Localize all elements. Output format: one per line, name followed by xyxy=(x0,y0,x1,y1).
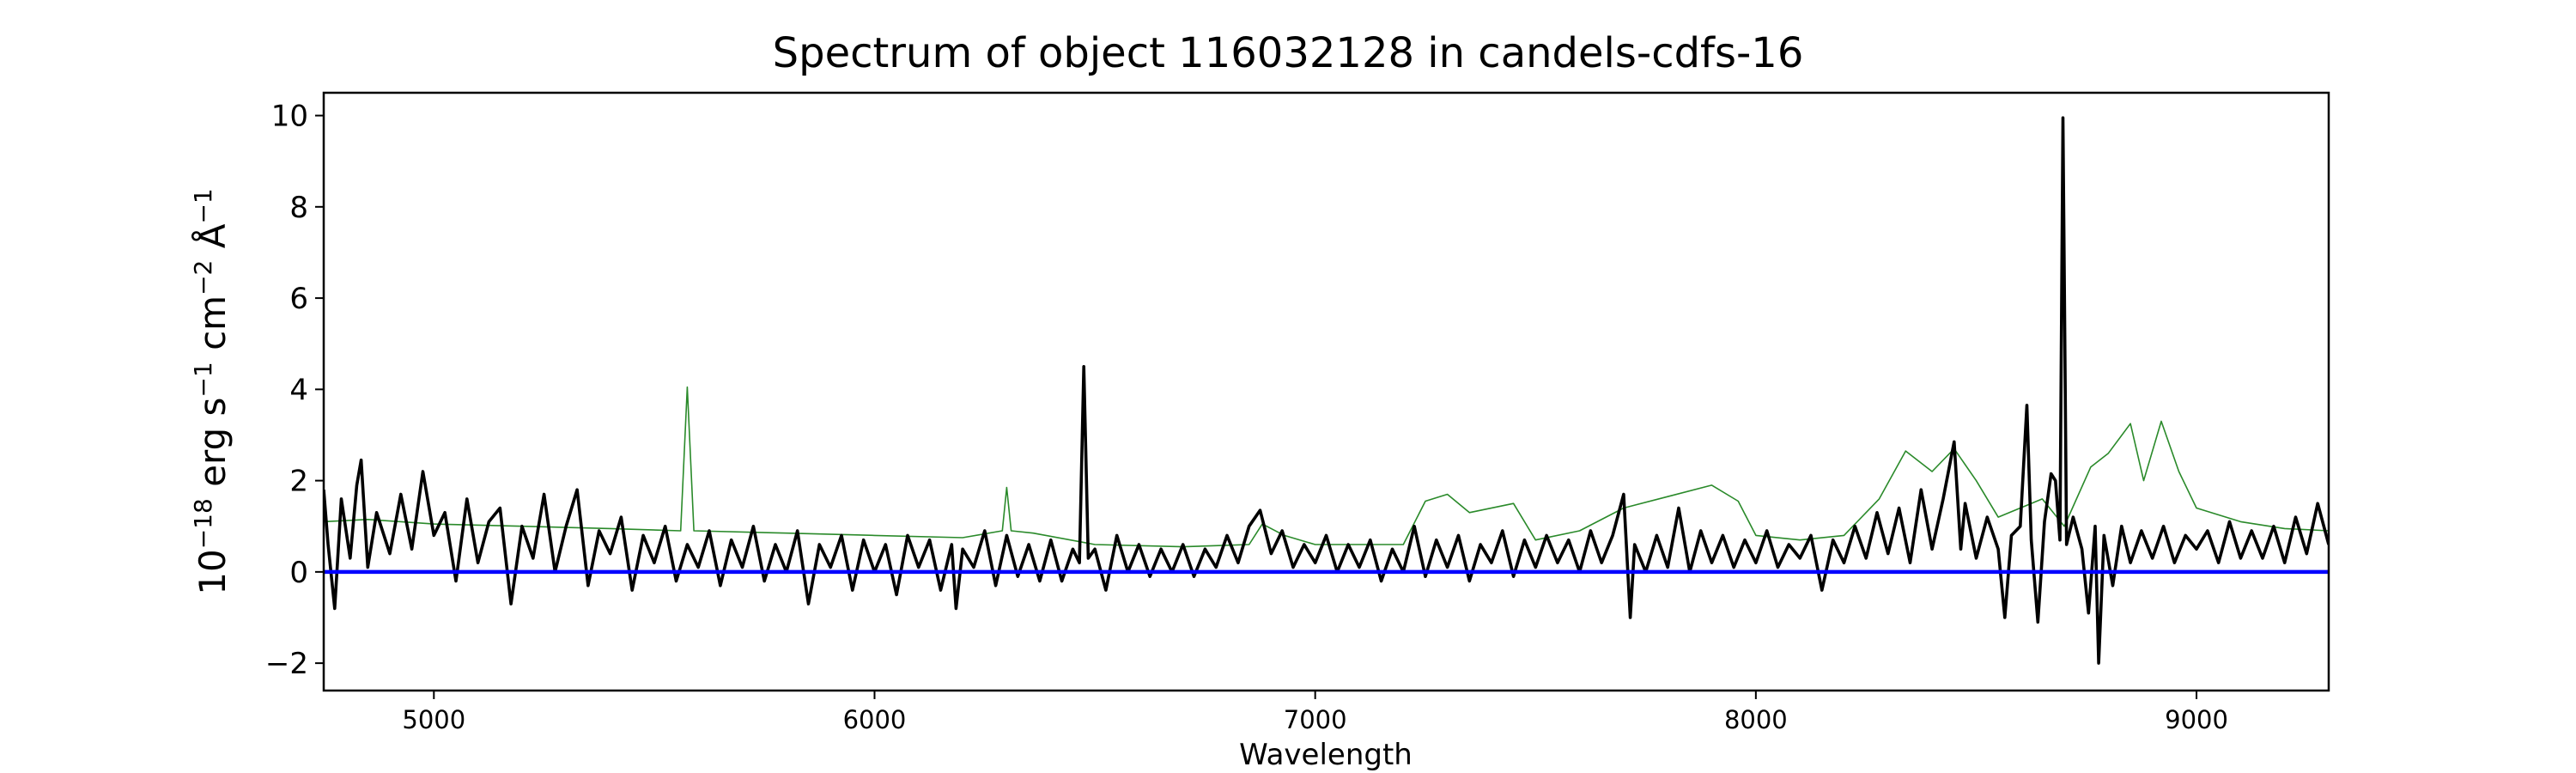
plot-frame xyxy=(322,91,2330,692)
x-tick-label: 8000 xyxy=(1724,705,1788,734)
x-tick-label: 7000 xyxy=(1284,705,1347,734)
series-line-observed xyxy=(324,116,2329,665)
x-tick-label: 9000 xyxy=(2165,705,2228,734)
y-tick-label: 0 xyxy=(289,556,308,590)
y-tick-label: −2 xyxy=(265,647,308,681)
x-tick-label: 5000 xyxy=(402,705,465,734)
chart-title: Spectrum of object 116032128 in candels-… xyxy=(773,29,1804,77)
y-tick-label: 10 xyxy=(271,100,308,134)
y-axis: −2 0 2 4 6 8 10 xyxy=(265,100,324,681)
y-tick-label: 2 xyxy=(289,465,308,499)
y-tick-label: 6 xyxy=(289,282,308,316)
y-tick-label: 8 xyxy=(289,191,308,225)
x-axis: 5000 6000 7000 8000 9000 xyxy=(402,691,2228,734)
series-line-model xyxy=(324,386,2329,548)
y-axis-label: 10−18 erg s−1 cm−2 Å−1 xyxy=(189,188,234,594)
plot-area xyxy=(322,91,2330,692)
x-tick-label: 6000 xyxy=(843,705,907,734)
series-layer xyxy=(324,116,2329,665)
x-axis-label: Wavelength xyxy=(1239,738,1413,772)
y-tick-label: 4 xyxy=(289,373,308,407)
